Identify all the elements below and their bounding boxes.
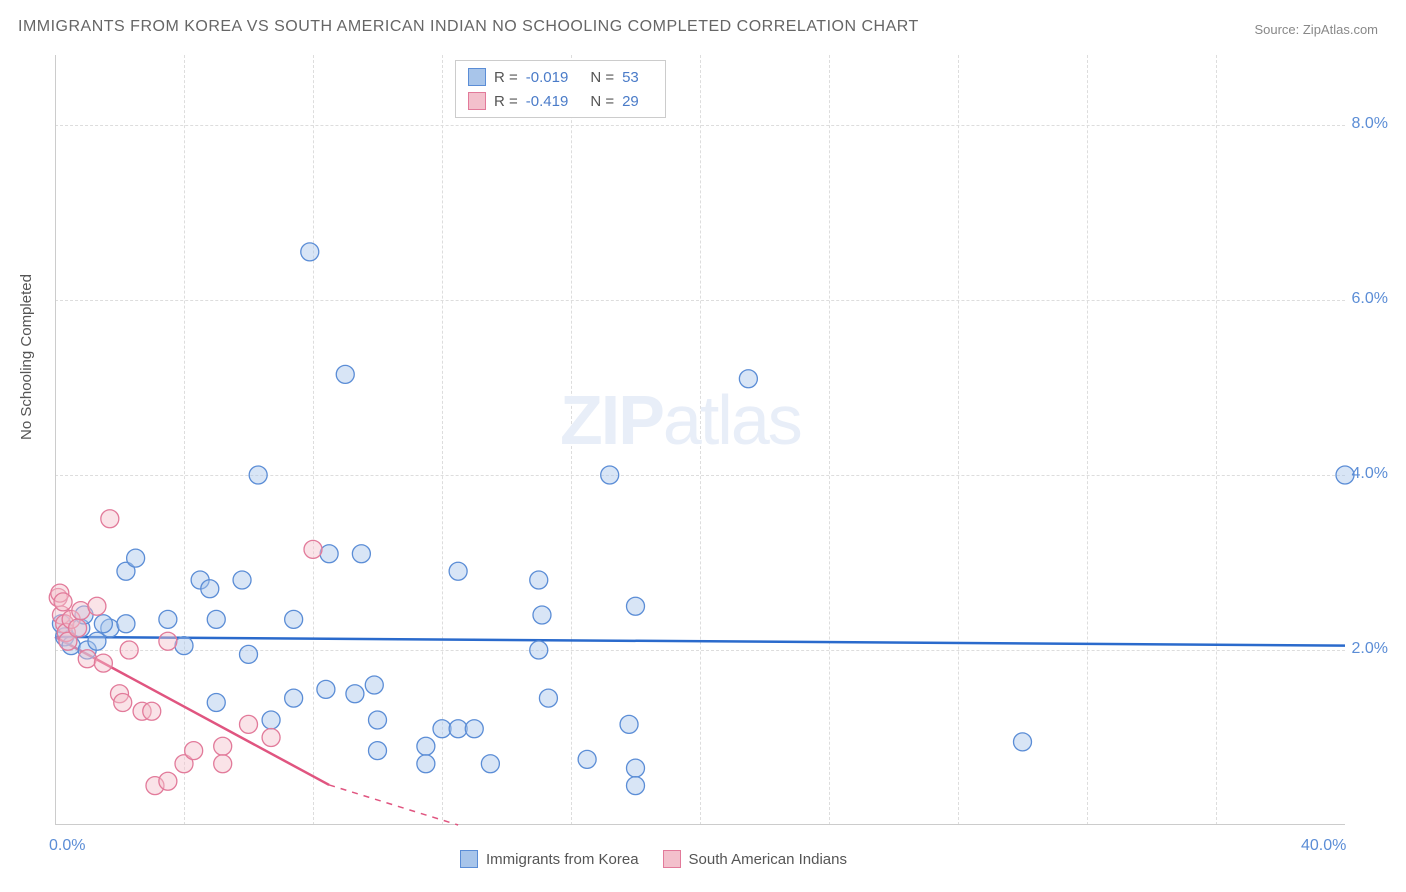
data-point <box>88 632 106 650</box>
data-point <box>207 610 225 628</box>
data-point <box>627 759 645 777</box>
data-point <box>94 654 112 672</box>
data-point <box>262 711 280 729</box>
data-point <box>369 711 387 729</box>
data-point <box>201 580 219 598</box>
data-point <box>578 750 596 768</box>
data-point <box>352 545 370 563</box>
data-point <box>88 597 106 615</box>
data-point <box>1014 733 1032 751</box>
data-point <box>101 510 119 528</box>
data-point <box>72 602 90 620</box>
r-label: R = <box>494 69 518 86</box>
data-point <box>417 755 435 773</box>
data-point <box>69 619 87 637</box>
legend-label-2: South American Indians <box>689 851 847 868</box>
data-point <box>369 742 387 760</box>
data-point <box>214 737 232 755</box>
data-point <box>120 641 138 659</box>
data-point <box>365 676 383 694</box>
y-tick-label: 4.0% <box>1352 465 1388 483</box>
n-label: N = <box>590 93 614 110</box>
data-point <box>54 593 72 611</box>
data-point <box>262 729 280 747</box>
x-tick-label: 0.0% <box>49 837 85 855</box>
n-value-1: 53 <box>622 69 639 86</box>
data-point <box>533 606 551 624</box>
data-point <box>159 610 177 628</box>
data-point <box>530 641 548 659</box>
data-point <box>207 694 225 712</box>
swatch-legend-1 <box>460 850 478 868</box>
source-label: Source: ZipAtlas.com <box>1254 22 1378 37</box>
data-point <box>175 637 193 655</box>
legend-item-1: Immigrants from Korea <box>460 850 639 868</box>
n-value-2: 29 <box>622 93 639 110</box>
data-point <box>285 689 303 707</box>
data-point <box>185 742 203 760</box>
data-point <box>249 466 267 484</box>
data-point <box>240 645 258 663</box>
data-point <box>159 632 177 650</box>
data-point <box>481 755 499 773</box>
y-tick-label: 2.0% <box>1352 640 1388 658</box>
corr-row-1: R = -0.019 N = 53 <box>468 65 653 89</box>
data-point <box>117 615 135 633</box>
y-tick-label: 6.0% <box>1352 290 1388 308</box>
data-point <box>739 370 757 388</box>
data-point <box>159 772 177 790</box>
data-point <box>530 571 548 589</box>
data-point <box>78 650 96 668</box>
data-point <box>320 545 338 563</box>
data-point <box>433 720 451 738</box>
data-point <box>601 466 619 484</box>
r-label: R = <box>494 93 518 110</box>
data-point <box>346 685 364 703</box>
correlation-legend-box: R = -0.019 N = 53 R = -0.419 N = 29 <box>455 60 666 118</box>
data-point <box>620 715 638 733</box>
data-point <box>301 243 319 261</box>
y-tick-label: 8.0% <box>1352 115 1388 133</box>
n-label: N = <box>590 69 614 86</box>
data-point <box>317 680 335 698</box>
swatch-legend-2 <box>663 850 681 868</box>
data-point <box>539 689 557 707</box>
legend-item-2: South American Indians <box>663 850 847 868</box>
r-value-2: -0.419 <box>526 93 569 110</box>
data-point <box>114 694 132 712</box>
data-point <box>285 610 303 628</box>
data-point <box>336 365 354 383</box>
data-point <box>127 549 145 567</box>
corr-row-2: R = -0.419 N = 29 <box>468 89 653 113</box>
chart-title: IMMIGRANTS FROM KOREA VS SOUTH AMERICAN … <box>18 18 919 36</box>
x-tick-label: 40.0% <box>1301 837 1346 855</box>
data-point <box>627 777 645 795</box>
data-point <box>304 540 322 558</box>
data-point <box>94 615 112 633</box>
y-axis-label: No Schooling Completed <box>18 274 35 440</box>
swatch-series-1 <box>468 68 486 86</box>
data-point <box>449 720 467 738</box>
r-value-1: -0.019 <box>526 69 569 86</box>
data-point <box>465 720 483 738</box>
data-point <box>214 755 232 773</box>
scatter-svg <box>55 55 1345 825</box>
series-legend: Immigrants from Korea South American Ind… <box>460 850 847 868</box>
data-point <box>240 715 258 733</box>
data-point <box>417 737 435 755</box>
data-point <box>233 571 251 589</box>
data-point <box>627 597 645 615</box>
swatch-series-2 <box>468 92 486 110</box>
data-point <box>449 562 467 580</box>
data-point <box>143 702 161 720</box>
legend-label-1: Immigrants from Korea <box>486 851 639 868</box>
